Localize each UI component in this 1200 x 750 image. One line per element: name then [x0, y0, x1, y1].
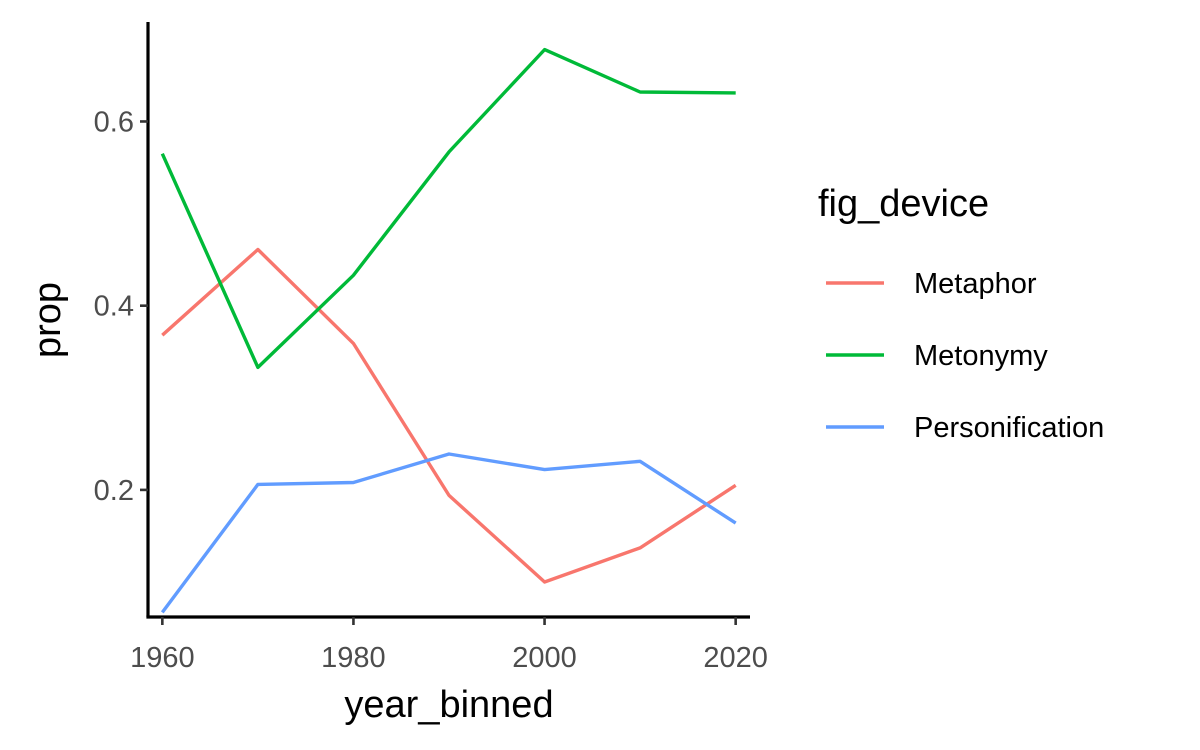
legend: fig_device Metaphor Metonymy Personificati… [818, 183, 1104, 444]
x-tick-label: 2020 [703, 642, 768, 674]
x-tick-label: 2000 [512, 642, 577, 674]
y-tick-label: 0.2 [94, 475, 134, 507]
y-axis-ticks: 0.2 0.4 0.6 [94, 106, 148, 507]
series-layer [160, 47, 737, 614]
y-axis-title: prop [27, 282, 69, 358]
legend-title: fig_device [818, 183, 989, 225]
x-axis-title: year_binned [344, 684, 553, 726]
series-line-personification [160, 452, 737, 614]
series-line-metaphor [161, 247, 737, 584]
legend-label-personification: Personification [914, 412, 1104, 444]
legend-label-metonymy: Metonymy [914, 340, 1048, 372]
series-line-metonymy [160, 47, 736, 370]
x-axis-ticks: 1960 1980 2000 2020 [130, 617, 768, 674]
y-tick-label: 0.4 [94, 291, 134, 323]
x-tick-label: 1960 [130, 642, 195, 674]
x-tick-label: 1980 [321, 642, 386, 674]
legend-label-metaphor: Metaphor [914, 268, 1037, 300]
y-tick-label: 0.6 [94, 106, 134, 138]
